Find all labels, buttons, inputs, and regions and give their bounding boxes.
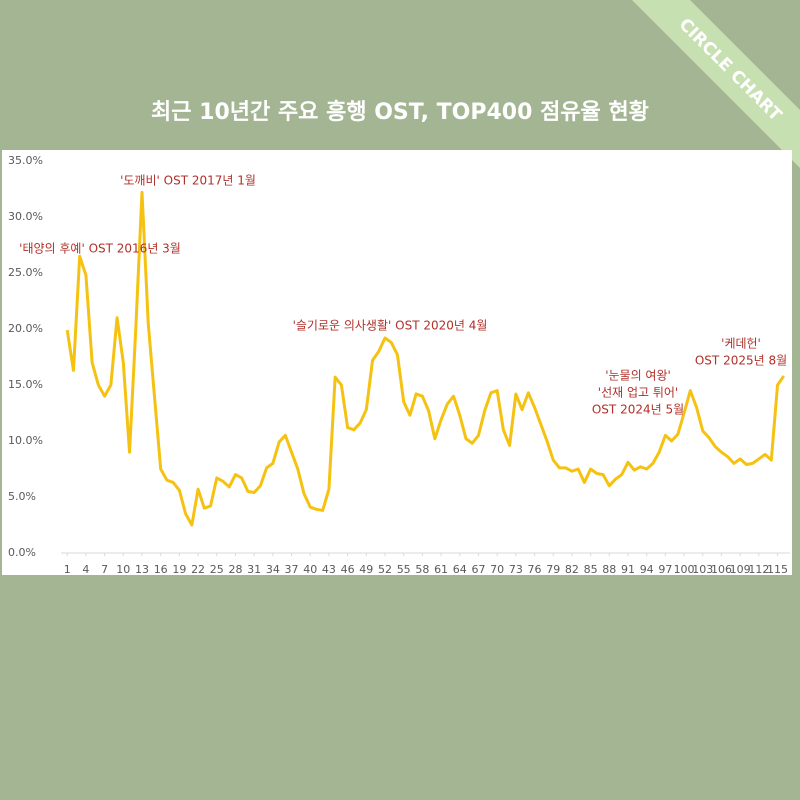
x-tick-label: 91 bbox=[621, 563, 635, 576]
annotation: '케데헌' bbox=[721, 337, 761, 351]
x-tick-label: 106 bbox=[711, 563, 732, 576]
x-tick-label: 115 bbox=[767, 563, 788, 576]
annotation: '슬기로운 의사생활' OST 2020년 4월 bbox=[293, 319, 488, 333]
x-tick-label: 73 bbox=[509, 563, 523, 576]
x-tick-label: 97 bbox=[658, 563, 672, 576]
x-tick-label: 10 bbox=[116, 563, 130, 576]
y-tick-label: 20.0% bbox=[8, 322, 43, 335]
x-tick-label: 79 bbox=[546, 563, 560, 576]
x-tick-label: 58 bbox=[415, 563, 429, 576]
x-tick-label: 109 bbox=[730, 563, 751, 576]
x-tick-label: 85 bbox=[584, 563, 598, 576]
x-tick-label: 67 bbox=[471, 563, 485, 576]
x-tick-label: 61 bbox=[434, 563, 448, 576]
x-tick-label: 64 bbox=[453, 563, 467, 576]
x-tick-label: 37 bbox=[285, 563, 299, 576]
annotation: '선재 업고 튀어' bbox=[598, 386, 678, 400]
y-tick-label: 15.0% bbox=[8, 378, 43, 391]
x-tick-label: 16 bbox=[154, 563, 168, 576]
x-tick-label: 40 bbox=[303, 563, 317, 576]
x-tick-label: 88 bbox=[602, 563, 616, 576]
x-tick-label: 43 bbox=[322, 563, 336, 576]
x-tick-label: 52 bbox=[378, 563, 392, 576]
x-tick-label: 100 bbox=[674, 563, 695, 576]
x-tick-label: 49 bbox=[359, 563, 373, 576]
x-tick-label: 34 bbox=[266, 563, 280, 576]
x-tick-label: 19 bbox=[172, 563, 186, 576]
annotation: '눈물의 여왕' bbox=[605, 369, 671, 383]
x-tick-label: 55 bbox=[397, 563, 411, 576]
x-tick-label: 70 bbox=[490, 563, 504, 576]
x-tick-label: 22 bbox=[191, 563, 205, 576]
y-tick-label: 0.0% bbox=[8, 546, 36, 559]
x-tick-label: 25 bbox=[210, 563, 224, 576]
y-tick-label: 10.0% bbox=[8, 434, 43, 447]
x-tick-label: 1 bbox=[64, 563, 71, 576]
ribbon bbox=[632, 0, 800, 168]
y-tick-label: 5.0% bbox=[8, 490, 36, 503]
x-tick-label: 7 bbox=[101, 563, 108, 576]
x-tick-label: 13 bbox=[135, 563, 149, 576]
annotation: '태양의 후예' OST 2016년 3월 bbox=[19, 242, 181, 256]
chart-title: 최근 10년간 주요 흥행 OST, TOP400 점유율 현황 bbox=[151, 100, 649, 125]
x-tick-label: 82 bbox=[565, 563, 579, 576]
x-tick-label: 103 bbox=[692, 563, 713, 576]
x-tick-label: 94 bbox=[640, 563, 654, 576]
x-tick-label: 28 bbox=[228, 563, 242, 576]
x-tick-label: 4 bbox=[82, 563, 89, 576]
x-tick-label: 76 bbox=[528, 563, 542, 576]
y-tick-label: 25.0% bbox=[8, 266, 43, 279]
x-tick-label: 112 bbox=[748, 563, 769, 576]
annotation: OST 2025년 8월 bbox=[695, 354, 787, 368]
x-tick-label: 31 bbox=[247, 563, 261, 576]
line-series bbox=[65, 190, 786, 527]
y-tick-label: 30.0% bbox=[8, 210, 43, 223]
annotation: '도깨비' OST 2017년 1월 bbox=[120, 174, 256, 188]
x-tick-label: 46 bbox=[341, 563, 355, 576]
y-tick-label: 35.0% bbox=[8, 154, 43, 167]
annotation: OST 2024년 5월 bbox=[592, 403, 684, 417]
